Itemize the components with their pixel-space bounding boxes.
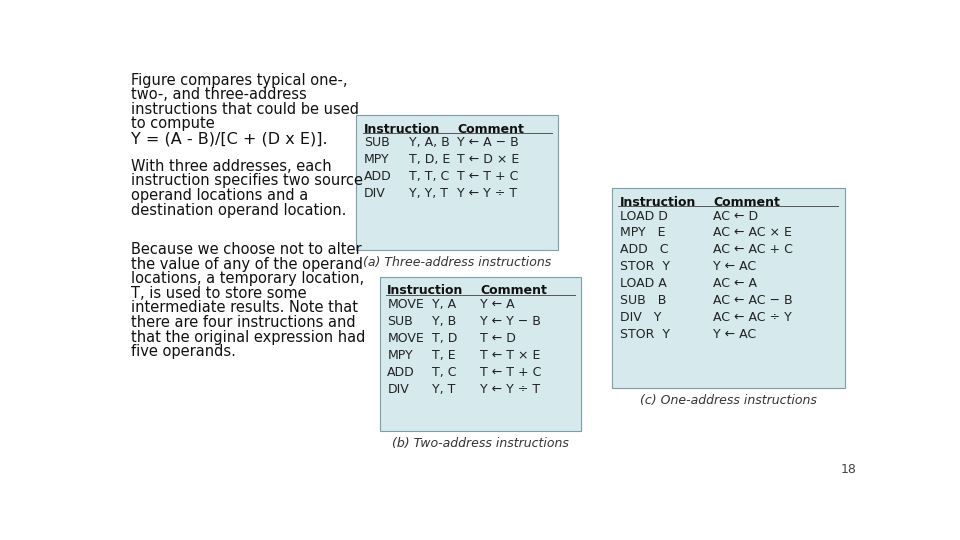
Text: Instruction: Instruction [620,195,696,208]
Text: the value of any of the operand: the value of any of the operand [131,256,363,272]
Text: MOVE: MOVE [388,332,424,345]
Text: Comment: Comment [457,123,524,136]
Text: LOAD A: LOAD A [620,278,666,291]
Text: locations, a temporary location,: locations, a temporary location, [131,271,364,286]
Text: Instruction: Instruction [364,123,441,136]
Text: AC ← D: AC ← D [713,210,758,222]
Text: SUB   B: SUB B [620,294,666,307]
Text: T, D, E: T, D, E [409,153,450,166]
Text: operand locations and a: operand locations and a [131,188,308,203]
Text: ADD   C: ADD C [620,244,668,256]
Text: that the original expression had: that the original expression had [131,330,365,345]
Text: Y ← A: Y ← A [480,298,515,311]
Text: AC ← AC + C: AC ← AC + C [713,244,793,256]
Text: (a) Three-address instructions: (a) Three-address instructions [363,256,551,269]
Text: Y ← A − B: Y ← A − B [457,137,518,150]
Text: Comment: Comment [713,195,780,208]
Text: destination operand location.: destination operand location. [131,202,347,218]
Text: Y, T: Y, T [432,383,456,396]
Text: T, C: T, C [432,366,457,379]
Text: SUB: SUB [364,137,390,150]
Text: DIV: DIV [364,187,386,200]
Text: ADD: ADD [364,170,392,183]
Text: 18: 18 [840,463,856,476]
Text: Y, Y, T: Y, Y, T [409,187,448,200]
Text: Y, A, B: Y, A, B [409,137,450,150]
Text: AC ← AC × E: AC ← AC × E [713,226,792,240]
Text: DIV: DIV [388,383,409,396]
Text: two-, and three-address: two-, and three-address [131,87,306,102]
Text: Y ← AC: Y ← AC [713,328,756,341]
Text: MPY: MPY [364,153,390,166]
Text: T ← T × E: T ← T × E [480,349,540,362]
Text: MPY   E: MPY E [620,226,665,240]
Text: T, D: T, D [432,332,458,345]
Text: SUB: SUB [388,315,413,328]
Text: Y ← AC: Y ← AC [713,260,756,273]
Text: Y ← Y ÷ T: Y ← Y ÷ T [480,383,540,396]
Text: Y ← Y ÷ T: Y ← Y ÷ T [457,187,517,200]
Text: Y ← Y − B: Y ← Y − B [480,315,541,328]
Text: (c) One-address instructions: (c) One-address instructions [640,394,817,407]
Text: STOR  Y: STOR Y [620,260,670,273]
Text: AC ← A: AC ← A [713,278,756,291]
Text: STOR  Y: STOR Y [620,328,670,341]
Text: AC ← AC − B: AC ← AC − B [713,294,793,307]
Text: AC ← AC ÷ Y: AC ← AC ÷ Y [713,311,792,324]
Text: DIV   Y: DIV Y [620,311,661,324]
FancyBboxPatch shape [379,276,581,430]
Text: With three addresses, each: With three addresses, each [131,159,331,174]
Text: to compute: to compute [131,117,215,131]
Text: Because we choose not to alter: Because we choose not to alter [131,242,362,257]
Text: instructions that could be used: instructions that could be used [131,102,359,117]
Text: LOAD D: LOAD D [620,210,668,222]
Text: T ← D × E: T ← D × E [457,153,519,166]
Text: T, E: T, E [432,349,456,362]
FancyBboxPatch shape [612,188,845,388]
Text: T, T, C: T, T, C [409,170,449,183]
Text: ADD: ADD [388,366,415,379]
Text: Y, B: Y, B [432,315,457,328]
Text: T ← D: T ← D [480,332,516,345]
FancyBboxPatch shape [356,115,558,249]
Text: MPY: MPY [388,349,413,362]
Text: (b) Two-address instructions: (b) Two-address instructions [392,437,569,450]
Text: Comment: Comment [480,284,547,297]
Text: Y = (A - B)/[C + (D x E)].: Y = (A - B)/[C + (D x E)]. [131,131,327,146]
Text: five operands.: five operands. [131,345,236,359]
Text: MOVE: MOVE [388,298,424,311]
Text: instruction specifies two source: instruction specifies two source [131,173,363,188]
Text: T, is used to store some: T, is used to store some [131,286,306,301]
Text: T ← T + C: T ← T + C [457,170,518,183]
Text: there are four instructions and: there are four instructions and [131,315,355,330]
Text: T ← T + C: T ← T + C [480,366,541,379]
Text: Y, A: Y, A [432,298,456,311]
Text: Figure compares typical one-,: Figure compares typical one-, [131,72,348,87]
Text: Instruction: Instruction [388,284,464,297]
Text: intermediate results. Note that: intermediate results. Note that [131,300,358,315]
